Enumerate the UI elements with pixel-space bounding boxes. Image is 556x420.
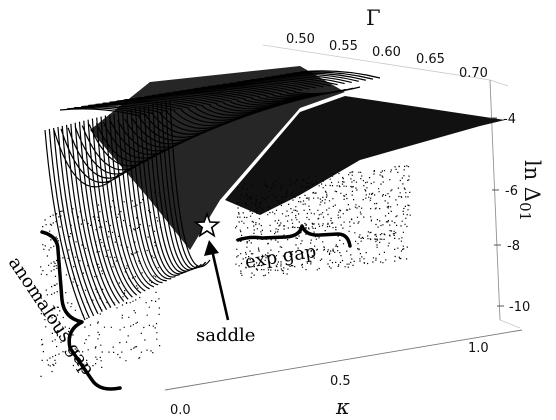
kappa-tick: 0.5 bbox=[330, 374, 351, 389]
gamma-tick: 0.60 bbox=[372, 45, 401, 60]
surface-scatter-points bbox=[40, 165, 411, 377]
z-axis-label: ln Δ01 bbox=[516, 160, 544, 221]
anomalous-gap-brace bbox=[40, 230, 122, 391]
kappa-axis-label: κ bbox=[335, 395, 350, 419]
saddle-label: saddle bbox=[196, 325, 255, 346]
exp-gap-brace bbox=[236, 224, 352, 248]
surface-back-sheet bbox=[90, 66, 345, 250]
gamma-tick: 0.65 bbox=[416, 52, 445, 67]
exp-gap-label: exp gap bbox=[243, 241, 317, 273]
saddle-arrow bbox=[204, 240, 230, 321]
saddle-star-marker bbox=[193, 211, 221, 238]
surface-front-sheet bbox=[225, 96, 505, 215]
gamma-tick: 0.55 bbox=[329, 39, 358, 54]
gamma-ticks: 0.50 0.55 0.60 0.65 0.70 bbox=[286, 32, 488, 81]
kappa-axis-line bbox=[164, 329, 523, 391]
gamma-tick: 0.70 bbox=[459, 66, 488, 81]
gamma-tick: 0.50 bbox=[286, 32, 315, 47]
z-axis-line bbox=[489, 79, 501, 321]
kappa-ticks: 0.0 0.5 1.0 bbox=[170, 341, 489, 418]
z-tick: -4 bbox=[503, 112, 516, 127]
anomalous-gap-label: anomalous gap bbox=[4, 253, 99, 379]
z-ticks: -4 -6 -8 -10 bbox=[490, 112, 530, 315]
surface-mesh bbox=[40, 66, 505, 377]
z-tick: -6 bbox=[505, 184, 518, 199]
kappa-tick: 0.0 bbox=[170, 403, 191, 418]
z-tick: -8 bbox=[507, 239, 520, 254]
gamma-axis-label: Γ bbox=[366, 6, 381, 30]
z-tick: -10 bbox=[509, 300, 530, 315]
kappa-tick: 1.0 bbox=[468, 341, 489, 356]
